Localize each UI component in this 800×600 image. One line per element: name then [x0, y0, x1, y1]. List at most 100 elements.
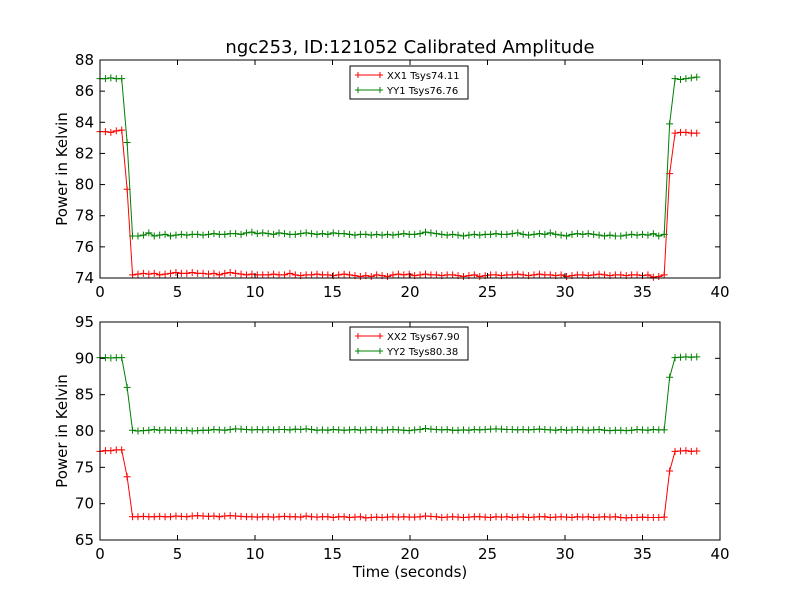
legend-label: XX2 Tsys67.90	[387, 332, 460, 343]
data-point	[205, 426, 212, 434]
data-point	[525, 231, 533, 239]
data-point	[194, 230, 202, 238]
y-tick-label: 80	[75, 176, 94, 194]
data-point	[242, 229, 250, 237]
data-point	[270, 230, 278, 238]
data-point	[123, 139, 131, 147]
data-point	[156, 231, 164, 239]
data-point	[156, 271, 164, 279]
data-point	[590, 230, 598, 238]
data-point	[297, 230, 305, 238]
y-tick-label: 70	[75, 495, 94, 513]
data-point	[248, 270, 256, 278]
data-point	[514, 229, 522, 237]
data-point	[465, 426, 473, 434]
data-point	[215, 513, 223, 521]
data-point	[546, 229, 554, 237]
series-markers-1-0	[96, 446, 701, 522]
x-tick-label: 0	[95, 545, 105, 563]
data-point	[226, 269, 234, 277]
y-tick-label: 95	[75, 313, 94, 331]
legend-marker	[377, 87, 383, 93]
data-point	[340, 270, 348, 278]
data-point	[584, 513, 592, 521]
data-point	[183, 231, 191, 239]
data-point	[242, 271, 250, 279]
data-point	[568, 230, 576, 238]
data-point	[432, 230, 440, 238]
data-point	[351, 231, 359, 239]
data-point	[595, 270, 603, 278]
data-point	[633, 271, 641, 279]
x-tick-label: 5	[173, 283, 183, 301]
data-point	[503, 230, 511, 238]
data-point	[476, 231, 484, 239]
data-point	[340, 230, 348, 238]
data-point	[297, 426, 305, 434]
data-point	[541, 513, 549, 521]
y-axis-label: Power in Kelvin	[53, 374, 71, 488]
data-point	[400, 271, 408, 279]
x-tick-label: 20	[400, 283, 419, 301]
data-point	[563, 232, 571, 240]
legend: XX2 Tsys67.90 YY2 Tsys80.38	[349, 326, 469, 361]
data-point	[666, 120, 674, 128]
data-point	[687, 74, 695, 82]
data-point	[535, 270, 543, 278]
data-point	[487, 513, 495, 521]
data-point	[552, 426, 560, 434]
data-point	[693, 129, 701, 137]
data-point	[112, 127, 120, 135]
data-point	[356, 513, 364, 521]
legend-marker	[355, 87, 361, 93]
data-point	[291, 271, 299, 279]
data-point	[129, 271, 137, 279]
data-point	[476, 272, 484, 280]
data-point	[438, 230, 446, 238]
data-point	[183, 269, 191, 277]
data-point	[101, 128, 109, 136]
data-point	[318, 230, 326, 238]
data-point	[644, 231, 652, 239]
data-point	[280, 271, 288, 279]
x-tick-label: 0	[95, 283, 105, 301]
data-point	[324, 426, 332, 434]
data-point	[134, 270, 142, 278]
data-point	[145, 229, 153, 237]
data-point	[177, 230, 185, 238]
data-point	[253, 230, 261, 238]
data-point	[546, 271, 554, 279]
data-point	[411, 230, 419, 238]
data-point	[530, 230, 538, 238]
data-point	[264, 230, 272, 238]
data-point	[346, 230, 354, 238]
data-point	[649, 230, 657, 238]
x-tick-label: 40	[710, 283, 729, 301]
top-panel: 0 5 10 15 20 25 30 35 40 74 76 78 80 82 84 86 88 Power in…	[53, 51, 730, 301]
data-point	[205, 230, 212, 238]
data-point	[237, 230, 245, 238]
data-point	[579, 230, 587, 238]
data-point	[123, 473, 131, 481]
data-point	[199, 269, 207, 277]
data-point	[671, 129, 679, 137]
data-point	[454, 231, 462, 239]
data-point	[167, 232, 175, 240]
x-tick-label: 10	[245, 283, 264, 301]
data-point	[666, 373, 674, 381]
data-point	[215, 271, 223, 279]
data-point	[161, 230, 169, 238]
y-tick-label: 80	[75, 422, 94, 440]
data-point	[205, 270, 212, 278]
data-point	[666, 467, 674, 475]
data-point	[270, 270, 278, 278]
data-point	[351, 426, 359, 434]
data-point	[682, 75, 690, 83]
data-point	[671, 75, 679, 83]
data-point	[530, 271, 538, 279]
x-tick-label: 15	[323, 283, 342, 301]
data-point	[432, 513, 440, 521]
data-point	[275, 229, 283, 237]
legend-label: YY1 Tsys76.76	[386, 86, 458, 97]
data-point	[693, 73, 701, 81]
